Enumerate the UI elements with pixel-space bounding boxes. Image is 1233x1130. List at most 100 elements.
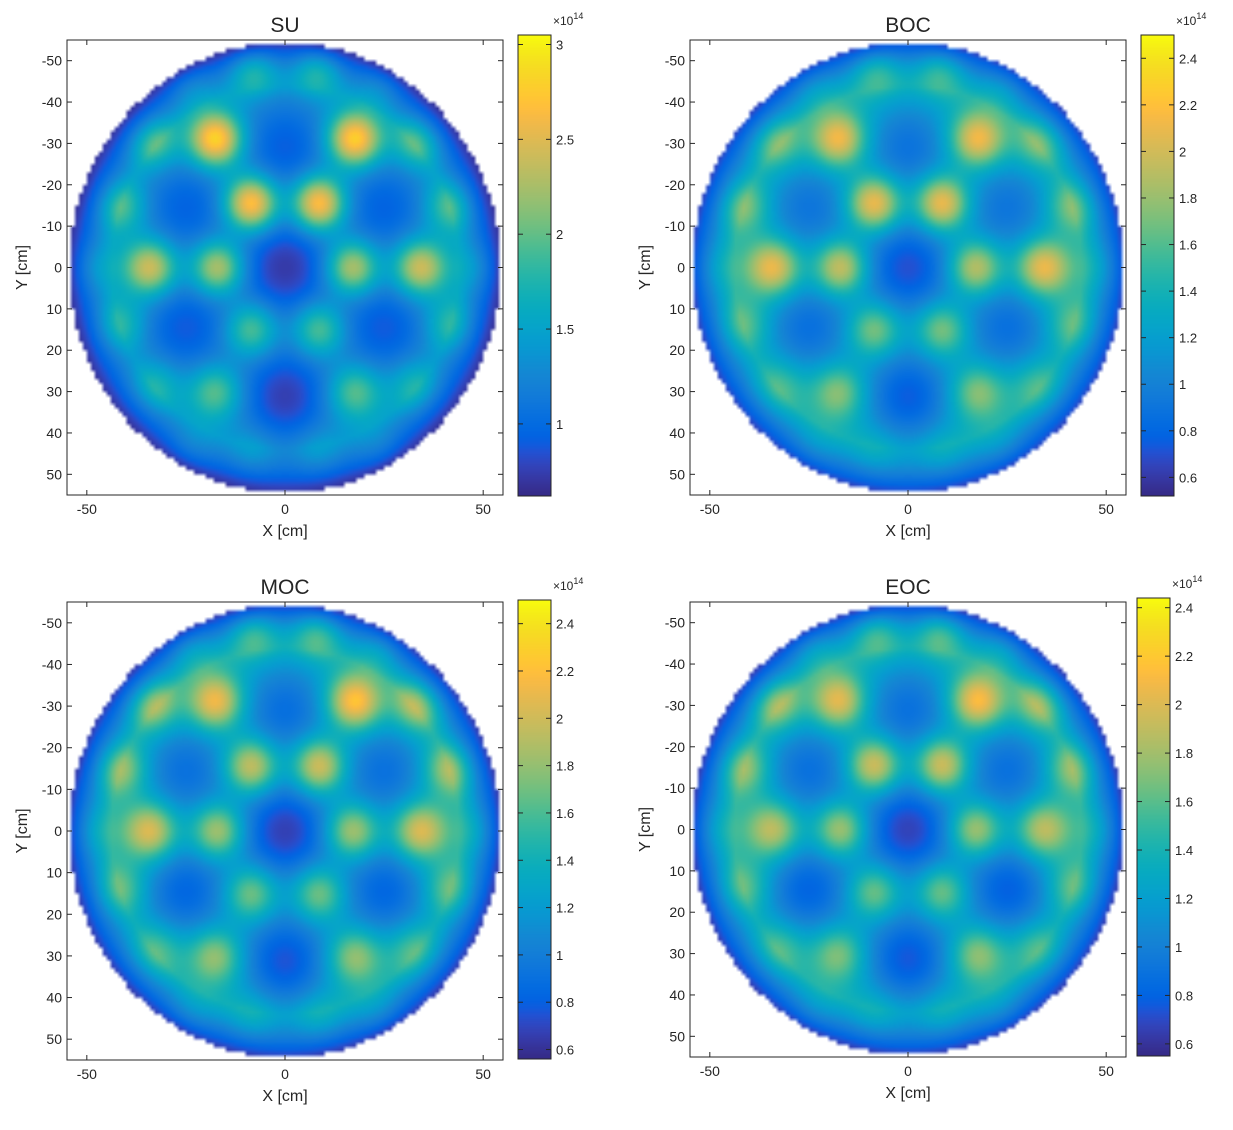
x-tick-label: 50 xyxy=(475,501,491,517)
y-tick-label: -10 xyxy=(665,218,685,234)
y-tick-label: 10 xyxy=(669,301,685,317)
colorbar-tick-label: 1 xyxy=(556,948,563,963)
colorbar-tick-label: 1.8 xyxy=(1179,191,1197,206)
y-tick-label: 40 xyxy=(46,990,62,1006)
y-tick-label: -40 xyxy=(665,94,685,110)
y-tick-label: 0 xyxy=(54,260,62,276)
y-tick-label: -30 xyxy=(665,697,685,713)
x-tick-label: 0 xyxy=(281,1066,289,1082)
colorbar-tick-label: 1.6 xyxy=(1179,238,1197,253)
y-axis-label: Y [cm] xyxy=(14,808,31,853)
x-tick-label: 50 xyxy=(1098,1063,1114,1079)
y-tick-label: 10 xyxy=(669,863,685,879)
y-tick-label: 20 xyxy=(669,904,685,920)
y-tick-label: -40 xyxy=(42,94,62,110)
chart-title: BOC xyxy=(885,14,931,37)
y-tick-label: 40 xyxy=(46,425,62,441)
colorbar-tick-label: 1 xyxy=(556,417,563,432)
heatmap-image xyxy=(690,40,1126,495)
colorbar-tick-label: 0.8 xyxy=(1179,424,1197,439)
colorbar-gradient xyxy=(1141,35,1174,496)
y-tick-label: 50 xyxy=(669,1028,685,1044)
x-axis-label: X [cm] xyxy=(885,523,930,540)
colorbar-tick-label: 1.2 xyxy=(1175,891,1193,906)
colorbar-tick-label: 0.6 xyxy=(556,1043,574,1058)
colorbar-tick-label: 1.6 xyxy=(1175,795,1193,810)
y-tick-label: 40 xyxy=(669,987,685,1003)
y-tick-label: -30 xyxy=(665,135,685,151)
heatmap-image xyxy=(67,40,503,495)
colorbar-tick-label: 2.4 xyxy=(1179,51,1197,66)
y-tick-label: 30 xyxy=(46,384,62,400)
y-axis-label: Y [cm] xyxy=(637,245,654,290)
y-tick-label: -20 xyxy=(42,177,62,193)
x-tick-label: 0 xyxy=(904,1063,912,1079)
colorbar-tick-label: 2.4 xyxy=(1175,601,1193,616)
colorbar-tick-label: 2 xyxy=(556,711,563,726)
y-tick-label: -10 xyxy=(665,780,685,796)
colorbar-tick-label: 2.2 xyxy=(1179,98,1197,113)
x-axis-label: X [cm] xyxy=(262,523,307,540)
chart-title: MOC xyxy=(261,576,310,599)
y-tick-label: -50 xyxy=(42,53,62,69)
y-tick-label: -20 xyxy=(42,740,62,756)
y-axis-label: Y [cm] xyxy=(14,245,31,290)
y-axis-label: Y [cm] xyxy=(637,807,654,852)
colorbar-tick-label: 2.4 xyxy=(556,617,574,632)
x-tick-label: -50 xyxy=(77,501,97,517)
colorbar-tick-label: 2 xyxy=(1179,144,1186,159)
colorbar-gradient xyxy=(1137,598,1170,1056)
colorbar-exponent-label: ×1014 xyxy=(1172,574,1202,591)
colorbar-exponent-label: ×1014 xyxy=(1176,11,1206,28)
heatmap-panel-moc: -50 0 50 -50 -40 -30 -20 -10 0 10 20 30 40 50 MOC X [cm… xyxy=(0,562,616,1125)
y-tick-label: 10 xyxy=(46,301,62,317)
chart-title: EOC xyxy=(885,576,931,599)
x-tick-label: 50 xyxy=(1098,501,1114,517)
colorbar-tick-label: 0.8 xyxy=(556,995,574,1010)
colorbar-box xyxy=(1140,34,1175,497)
y-tick-label: -10 xyxy=(42,218,62,234)
y-tick-label: -30 xyxy=(42,135,62,151)
colorbar-box xyxy=(1136,597,1171,1057)
heatmap-svg: -50 0 50 -50 -40 -30 -20 -10 0 10 20 30 40 50 SU X [cm]… xyxy=(14,11,583,540)
y-tick-label: -30 xyxy=(42,698,62,714)
x-tick-label: -50 xyxy=(700,501,720,517)
y-tick-label: -10 xyxy=(42,781,62,797)
y-tick-label: 30 xyxy=(669,946,685,962)
heatmap-panel-su: -50 0 50 -50 -40 -30 -20 -10 0 10 20 30 40 50 SU X [cm]… xyxy=(0,0,616,562)
colorbar-tick-label: 2 xyxy=(1175,698,1182,713)
y-tick-label: 30 xyxy=(669,384,685,400)
colorbar-tick-label: 1 xyxy=(1175,940,1182,955)
y-tick-label: 20 xyxy=(46,906,62,922)
colorbar-tick-label: 1.8 xyxy=(1175,746,1193,761)
y-tick-label: 0 xyxy=(677,822,685,838)
colorbar-tick-label: 3 xyxy=(556,37,563,52)
colorbar-exponent-label: ×1014 xyxy=(553,576,583,593)
heatmap-image xyxy=(690,602,1126,1057)
heatmap-panel-eoc: -50 0 50 -50 -40 -30 -20 -10 0 10 20 30 40 50 EOC X [cm… xyxy=(616,562,1233,1125)
colorbar-tick-label: 0.8 xyxy=(1175,988,1193,1003)
y-tick-label: 50 xyxy=(46,466,62,482)
y-tick-label: 20 xyxy=(46,342,62,358)
y-tick-label: -20 xyxy=(665,739,685,755)
y-tick-label: -50 xyxy=(665,615,685,631)
colorbar-tick-label: 1.6 xyxy=(556,806,574,821)
colorbar-tick-label: 1.4 xyxy=(1175,843,1193,858)
colorbar-tick-label: 1.8 xyxy=(556,759,574,774)
colorbar-box xyxy=(517,599,552,1060)
heatmap-svg: -50 0 50 -50 -40 -30 -20 -10 0 10 20 30 40 50 EOC X [cm… xyxy=(637,574,1202,1102)
x-tick-label: -50 xyxy=(77,1066,97,1082)
x-axis-label: X [cm] xyxy=(262,1088,307,1105)
colorbar-tick-label: 0.6 xyxy=(1179,470,1197,485)
heatmap-svg: -50 0 50 -50 -40 -30 -20 -10 0 10 20 30 40 50 MOC X [cm… xyxy=(14,576,583,1105)
heatmap-image xyxy=(67,602,503,1060)
colorbar-gradient xyxy=(518,600,551,1059)
x-tick-label: 0 xyxy=(904,501,912,517)
y-tick-label: 50 xyxy=(46,1031,62,1047)
colorbar-gradient xyxy=(518,35,551,496)
y-tick-label: 50 xyxy=(669,466,685,482)
y-tick-label: -40 xyxy=(665,656,685,672)
y-tick-label: 40 xyxy=(669,425,685,441)
colorbar-tick-label: 2.2 xyxy=(556,664,574,679)
